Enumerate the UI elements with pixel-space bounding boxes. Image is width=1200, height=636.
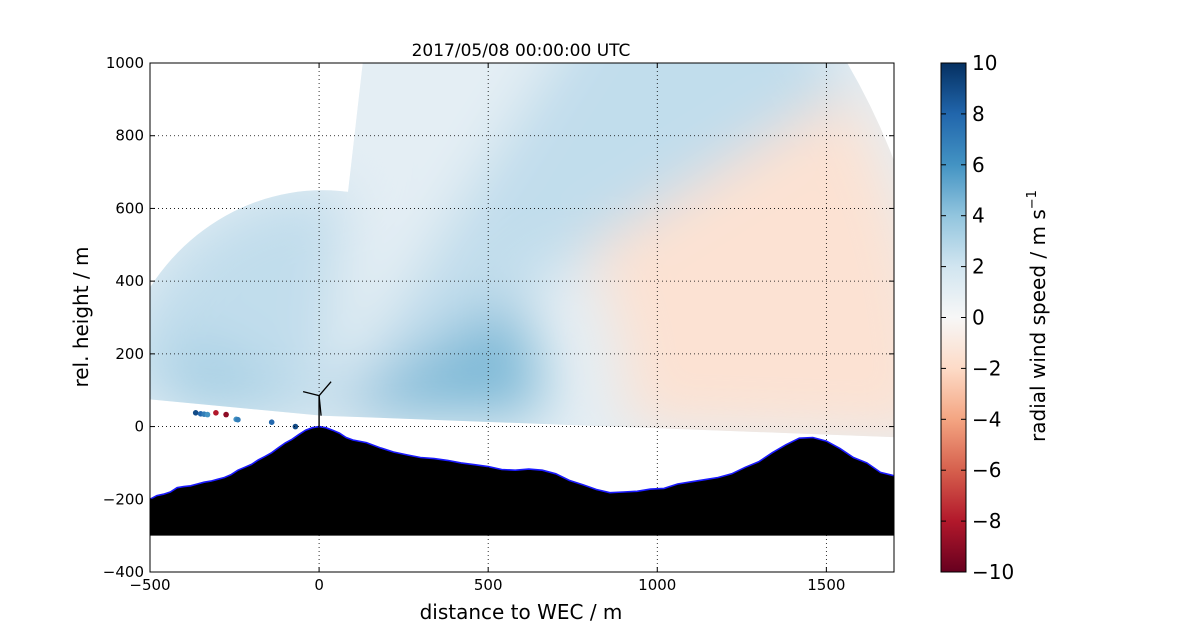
colorbar-tick-label: −10 <box>972 560 1014 584</box>
y-tick-label: 400 <box>115 272 144 290</box>
grid-lines <box>150 63 894 572</box>
scatter-point <box>192 410 199 416</box>
y-tick-label: −400 <box>103 563 144 581</box>
colorbar-label: radial wind speed / m s−1 <box>1025 190 1050 442</box>
x-axis-label: distance to WEC / m <box>420 600 623 624</box>
colorbar-tick-label: −2 <box>972 356 1001 380</box>
x-tick-label: 0 <box>314 576 324 594</box>
colorbar-tick-label: 0 <box>972 306 985 330</box>
colorbar-tick-label: 4 <box>972 204 985 228</box>
terrain-fill <box>150 426 894 536</box>
terrain-edge <box>150 425 894 501</box>
colorbar-tick-label: 10 <box>972 51 997 75</box>
colorbar: 10 8 6 4 2 0 −2 −4 −6 −8 −10 radial wind speed / m… <box>940 51 1050 584</box>
scatter-point <box>292 423 299 430</box>
wind-field-region <box>322 63 672 416</box>
scan-sector <box>150 63 894 439</box>
terrain-layer <box>150 425 894 536</box>
chart-title: 2017/05/08 00:00:00 UTC <box>412 41 631 61</box>
colorbar-tick-label: 6 <box>972 153 985 177</box>
scatter-point <box>213 410 219 416</box>
x-tick-label: −500 <box>129 576 170 594</box>
y-tick-label: 800 <box>115 127 144 145</box>
colorbar-tick-label: −4 <box>972 407 1001 431</box>
wind-field-region <box>586 88 894 439</box>
x-tick-label: 1000 <box>638 576 676 594</box>
wind-field-region <box>322 63 850 416</box>
colorbar-label-superscript: −1 <box>1025 190 1040 209</box>
y-tick-label: 200 <box>115 345 144 363</box>
scatter-point <box>204 411 211 418</box>
colorbar-label-text: radial wind speed / m s <box>1026 209 1050 442</box>
colorbar-tick-label: 8 <box>972 102 985 126</box>
wind-field-region <box>150 190 348 416</box>
wind-field-region <box>170 333 323 416</box>
scatter-point <box>268 419 275 426</box>
wind-field-layer <box>150 63 894 439</box>
y-axis: −400 −200 0 200 400 600 800 1000 <box>103 54 894 581</box>
colorbar-tick-label: −8 <box>972 509 1001 533</box>
scatter-layer <box>192 410 299 430</box>
scatter-point <box>235 416 241 423</box>
turbine-blade <box>318 381 332 397</box>
y-tick-label: 0 <box>134 418 144 436</box>
x-tick-label: 500 <box>474 576 503 594</box>
scatter-point <box>223 411 229 418</box>
x-axis: −500 0 500 1000 1500 <box>129 63 845 594</box>
colorbar-ticks: 10 8 6 4 2 0 −2 −4 −6 −8 −10 <box>941 51 1014 584</box>
y-tick-label: 1000 <box>106 54 144 72</box>
colorbar-tick-label: 2 <box>972 255 985 279</box>
plot-area <box>149 62 895 573</box>
colorbar-tick-label: −6 <box>972 458 1001 482</box>
y-tick-label: −200 <box>103 490 144 508</box>
x-tick-label: 1500 <box>807 576 845 594</box>
field-shading <box>150 63 894 439</box>
y-axis-label: rel. height / m <box>69 246 93 387</box>
turbine-blade <box>302 391 320 397</box>
y-tick-label: 600 <box>115 199 144 217</box>
plot-frame <box>149 62 895 573</box>
wind-field-region <box>322 297 543 416</box>
